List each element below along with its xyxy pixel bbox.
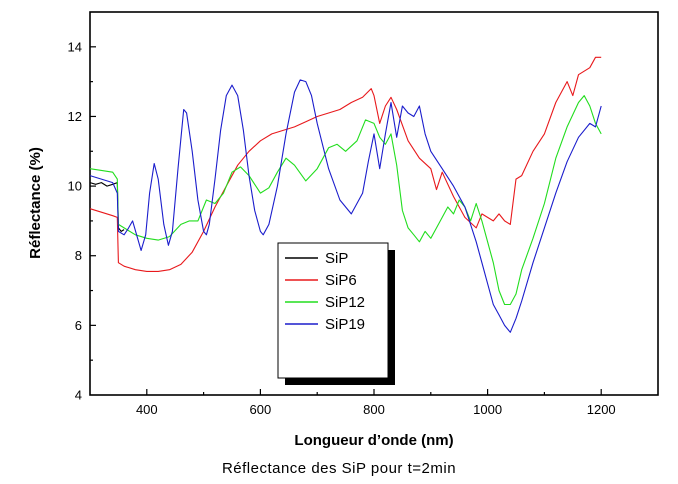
series-line-sip6 <box>89 56 602 272</box>
y-tick-label: 8 <box>75 248 82 263</box>
legend-label: SiP <box>325 250 348 267</box>
x-tick-label: 600 <box>250 402 272 417</box>
x-tick-label: 1200 <box>587 402 616 417</box>
ticks-layer: 400 600 800 1000 1200 4 6 8 10 12 14 <box>68 39 616 417</box>
series-layer <box>89 56 602 333</box>
y-axis-title: Réflectance (%) <box>27 147 44 259</box>
x-tick-label: 800 <box>363 402 385 417</box>
figure-caption: Réflectance des SiP pour t=2min <box>221 460 457 477</box>
y-tick-label: 4 <box>75 388 82 403</box>
series-line-sip12 <box>89 95 602 306</box>
x-tick-label: 1000 <box>473 402 502 417</box>
x-axis-title: Longueur d’onde (nm) <box>294 432 453 449</box>
series-line-sip19 <box>89 79 602 333</box>
y-tick-label: 6 <box>75 318 82 333</box>
legend: SiP SiP6 SiP12 SiP19 <box>277 242 395 385</box>
legend-items: SiP SiP6 SiP12 SiP19 <box>285 250 365 333</box>
series-line-sip <box>89 182 125 232</box>
legend-label: SiP12 <box>325 294 365 311</box>
y-tick-label: 12 <box>68 109 82 124</box>
x-tick-label: 400 <box>136 402 158 417</box>
legend-box <box>277 242 389 379</box>
y-tick-label: 10 <box>68 179 82 194</box>
legend-label: SiP6 <box>325 272 357 289</box>
y-tick-label: 14 <box>68 39 82 54</box>
legend-label: SiP19 <box>325 316 365 333</box>
